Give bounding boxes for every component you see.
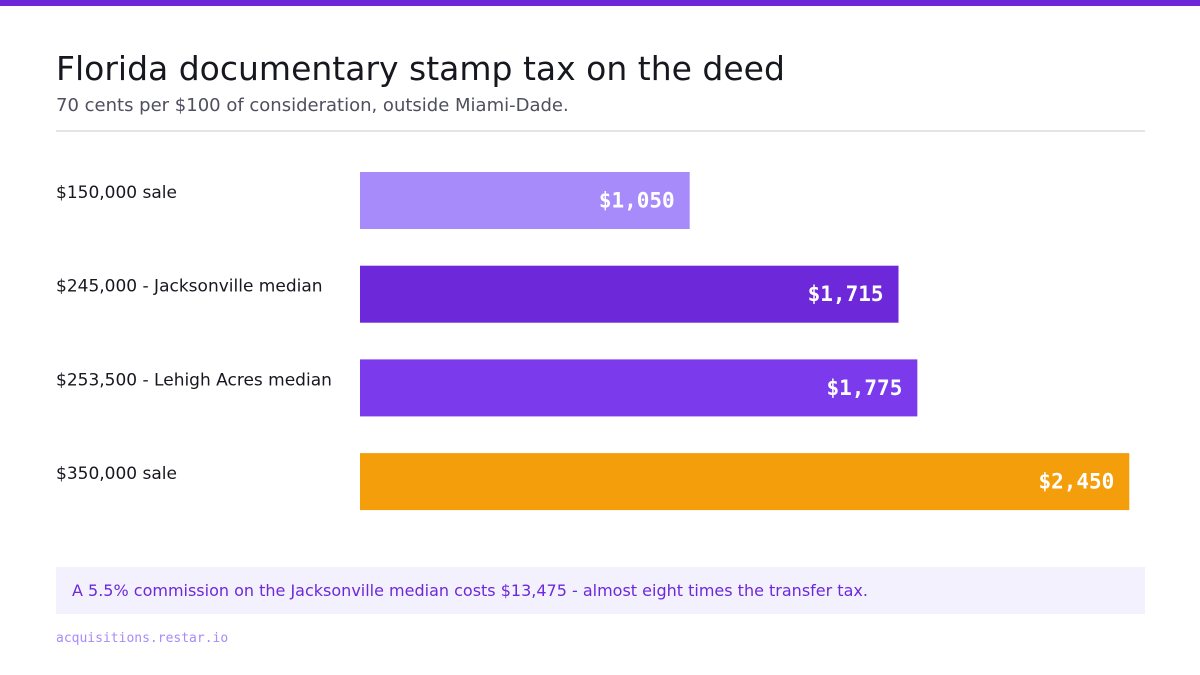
bar-value-label: $2,450 bbox=[1038, 470, 1114, 494]
bar-value-label: $1,775 bbox=[826, 376, 902, 400]
footer-url: acquisitions.restar.io bbox=[56, 631, 229, 646]
bar bbox=[360, 172, 690, 229]
bar bbox=[360, 453, 1130, 511]
category-label: $150,000 sale bbox=[56, 183, 177, 203]
header-divider bbox=[56, 130, 1145, 132]
bar bbox=[360, 359, 918, 417]
bar-value-label: $1,715 bbox=[808, 282, 884, 306]
category-label: $350,000 sale bbox=[56, 464, 177, 484]
callout-box: A 5.5% commission on the Jacksonville me… bbox=[56, 567, 1145, 614]
callout-text: A 5.5% commission on the Jacksonville me… bbox=[72, 581, 868, 600]
top-accent-bar bbox=[0, 0, 1200, 6]
bar-value-label: $1,050 bbox=[599, 189, 675, 213]
bar bbox=[360, 265, 899, 323]
category-label: $253,500 - Lehigh Acres median bbox=[56, 370, 332, 390]
page-title: Florida documentary stamp tax on the dee… bbox=[56, 49, 785, 88]
page-subtitle: 70 cents per $100 of consideration, outs… bbox=[56, 95, 569, 116]
category-label: $245,000 - Jacksonville median bbox=[56, 277, 323, 297]
